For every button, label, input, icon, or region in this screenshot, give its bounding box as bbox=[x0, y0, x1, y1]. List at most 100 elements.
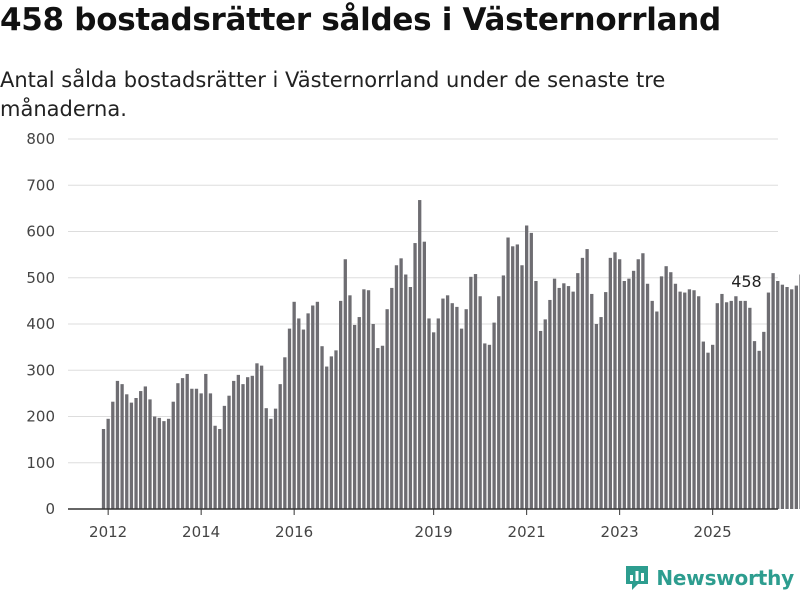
bar bbox=[557, 287, 561, 509]
bar bbox=[669, 272, 673, 509]
bar bbox=[511, 246, 515, 510]
bar bbox=[194, 388, 199, 509]
bar bbox=[715, 303, 719, 509]
bar bbox=[459, 328, 464, 510]
bar bbox=[287, 328, 292, 510]
bar bbox=[450, 303, 454, 509]
bar bbox=[394, 265, 399, 509]
bar bbox=[478, 296, 482, 509]
bar bbox=[515, 244, 519, 509]
bar bbox=[627, 278, 631, 509]
bar bbox=[604, 292, 608, 509]
bar bbox=[232, 380, 236, 509]
bar bbox=[380, 345, 385, 509]
x-tick-label: 2025 bbox=[694, 523, 732, 541]
bar bbox=[329, 356, 333, 510]
bar bbox=[348, 295, 352, 509]
bar bbox=[166, 418, 171, 509]
bar bbox=[362, 289, 366, 509]
bar bbox=[701, 341, 705, 509]
x-tick-label: 2012 bbox=[89, 523, 127, 541]
bar bbox=[618, 259, 622, 509]
bar bbox=[683, 292, 687, 509]
bar bbox=[352, 324, 357, 509]
bar bbox=[222, 405, 227, 509]
bar bbox=[259, 365, 264, 510]
y-tick-label: 600 bbox=[26, 223, 55, 241]
bar bbox=[622, 280, 626, 509]
bar bbox=[520, 265, 524, 509]
bar bbox=[590, 293, 594, 509]
bar bbox=[390, 287, 394, 509]
bar bbox=[483, 343, 487, 509]
bar bbox=[371, 324, 375, 509]
bar bbox=[311, 305, 315, 509]
y-tick-label: 0 bbox=[45, 500, 55, 518]
bar bbox=[659, 276, 664, 509]
bar bbox=[692, 290, 696, 509]
x-tick-label: 2014 bbox=[182, 523, 220, 541]
bar bbox=[571, 291, 575, 510]
y-tick-label: 100 bbox=[26, 454, 55, 472]
bar bbox=[115, 380, 120, 509]
bar bbox=[366, 290, 371, 509]
x-tick-label: 2023 bbox=[601, 523, 639, 541]
x-tick-label: 2021 bbox=[508, 523, 546, 541]
bar bbox=[729, 300, 733, 510]
y-tick-label: 500 bbox=[26, 269, 55, 287]
bar bbox=[738, 300, 743, 510]
bar bbox=[404, 274, 408, 509]
y-tick-label: 300 bbox=[26, 361, 55, 379]
bar bbox=[339, 300, 343, 510]
bar bbox=[264, 408, 268, 509]
bar bbox=[246, 377, 250, 509]
bar bbox=[464, 309, 468, 509]
bar bbox=[631, 270, 636, 509]
bar bbox=[148, 399, 152, 509]
bar bbox=[204, 373, 208, 509]
page-title: 458 bostadsrätter såldes i Västernorrlan… bbox=[0, 2, 721, 38]
bar bbox=[185, 373, 189, 509]
bar bbox=[413, 243, 417, 509]
bar bbox=[139, 391, 143, 509]
bar bbox=[594, 324, 599, 509]
bar bbox=[794, 285, 798, 509]
bar bbox=[785, 287, 789, 509]
bar bbox=[273, 408, 278, 509]
bar bbox=[548, 299, 552, 509]
bar bbox=[492, 322, 496, 509]
bar bbox=[269, 418, 273, 509]
bar bbox=[469, 276, 473, 509]
bar bbox=[301, 329, 306, 509]
bar bbox=[697, 296, 701, 509]
bar bbox=[208, 393, 213, 510]
bar bbox=[506, 237, 510, 509]
bar bbox=[157, 417, 161, 509]
bar bbox=[241, 384, 245, 510]
y-tick-label: 800 bbox=[26, 130, 55, 148]
bar bbox=[580, 257, 585, 509]
bar bbox=[418, 200, 422, 510]
bar bbox=[190, 388, 194, 509]
bar bbox=[757, 350, 761, 509]
bar bbox=[641, 253, 645, 509]
bar bbox=[771, 273, 775, 509]
bar bbox=[538, 330, 543, 509]
y-tick-label: 400 bbox=[26, 315, 55, 333]
bar bbox=[566, 286, 571, 509]
bar bbox=[441, 298, 445, 509]
bar bbox=[176, 383, 180, 509]
bar bbox=[134, 398, 138, 509]
bar bbox=[790, 289, 794, 509]
bar bbox=[776, 280, 780, 509]
bar bbox=[673, 283, 678, 509]
bar bbox=[636, 259, 640, 509]
bar bbox=[325, 366, 329, 509]
bar bbox=[292, 301, 296, 509]
bar bbox=[171, 401, 175, 509]
bar bbox=[720, 293, 724, 509]
bar bbox=[599, 317, 603, 509]
bar bbox=[501, 275, 506, 509]
bar bbox=[106, 418, 110, 509]
bar bbox=[473, 274, 478, 509]
